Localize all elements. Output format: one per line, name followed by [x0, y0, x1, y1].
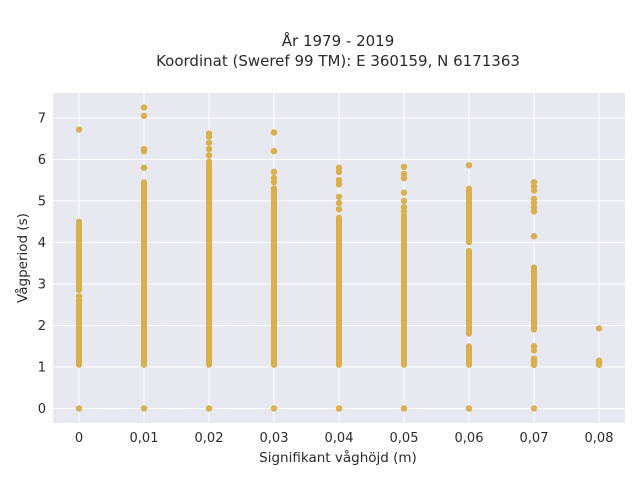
- data-point: [335, 199, 343, 207]
- data-point: [400, 170, 408, 178]
- data-point: [400, 197, 408, 205]
- point-cluster: [466, 185, 472, 246]
- x-tick-label: 0,04: [325, 431, 354, 446]
- data-point: [465, 162, 473, 169]
- x-tick-label: 0,02: [195, 431, 224, 446]
- point-column: [205, 130, 213, 412]
- data-point: [530, 179, 538, 186]
- data-point: [400, 163, 408, 171]
- data-point: [140, 164, 148, 171]
- point-cluster: [271, 185, 277, 368]
- data-point: [335, 164, 343, 171]
- data-point: [205, 152, 213, 159]
- point-column: [270, 129, 278, 412]
- data-point: [400, 405, 408, 412]
- point-cluster: [531, 264, 537, 333]
- point-column: [530, 179, 538, 412]
- point-column: [400, 163, 408, 412]
- x-tick-label: 0,05: [390, 431, 419, 446]
- data-point: [335, 405, 343, 412]
- data-point: [75, 126, 83, 133]
- data-point: [140, 112, 148, 120]
- data-point: [595, 325, 603, 332]
- point-cluster: [466, 343, 472, 368]
- data-point: [530, 405, 538, 412]
- x-tick-label: 0: [75, 431, 83, 446]
- x-tick-label: 0,07: [520, 431, 549, 446]
- data-point: [270, 147, 278, 155]
- data-point: [465, 405, 473, 412]
- data-point: [530, 355, 538, 362]
- y-tick-label: 1: [38, 360, 46, 375]
- data-point: [75, 293, 83, 300]
- y-tick-label: 0: [38, 402, 46, 417]
- point-cluster: [206, 158, 212, 368]
- data-point: [400, 203, 408, 211]
- point-cluster: [76, 218, 82, 294]
- data-point: [595, 357, 603, 364]
- data-point: [140, 405, 148, 412]
- data-point: [530, 343, 538, 350]
- data-point: [335, 176, 343, 184]
- y-tick-label: 7: [38, 111, 46, 126]
- data-point: [270, 129, 278, 136]
- point-cluster: [76, 299, 82, 368]
- data-point: [205, 145, 213, 153]
- point-cluster: [401, 212, 407, 368]
- y-axis-title: Vågperiod (s): [14, 213, 31, 303]
- data-point: [530, 233, 538, 240]
- y-tick-label: 3: [38, 277, 46, 292]
- point-column: [75, 126, 83, 412]
- x-tick-label: 0,08: [585, 431, 614, 446]
- data-point: [270, 405, 278, 412]
- y-tick-label: 6: [38, 153, 46, 168]
- y-tick-label: 4: [38, 236, 46, 251]
- point-column: [140, 104, 148, 412]
- point-column: [465, 162, 473, 412]
- data-point: [205, 139, 213, 147]
- data-point: [205, 130, 213, 137]
- data-point: [530, 195, 538, 203]
- point-cluster: [141, 179, 147, 368]
- plot-area: 0 0,01 0,02 0,03 0,04 0,05 0,06 0,07 0,08 0 1 2 3 4 5 6…: [38, 93, 625, 446]
- data-points: [75, 104, 603, 412]
- data-point: [205, 405, 213, 412]
- data-point: [140, 104, 148, 111]
- data-point: [335, 193, 343, 200]
- data-point: [335, 206, 343, 213]
- x-tick-label: 0,03: [260, 431, 289, 446]
- x-tick-label: 0,01: [130, 431, 159, 446]
- point-cluster: [336, 214, 342, 368]
- y-tick-label: 5: [38, 194, 46, 209]
- x-axis-title: Signifikant våghöjd (m): [259, 449, 417, 466]
- point-cluster: [466, 247, 472, 337]
- point-column: [335, 164, 343, 412]
- data-point: [270, 174, 278, 182]
- chart-title-line-2: Koordinat (Sweref 99 TM): E 360159, N 61…: [156, 52, 520, 70]
- y-tick-label: 2: [38, 319, 46, 334]
- data-point: [400, 189, 408, 196]
- chart-title-line-1: År 1979 - 2019: [282, 31, 395, 50]
- data-point: [75, 405, 83, 412]
- data-point: [270, 168, 278, 176]
- point-column: [595, 325, 603, 369]
- data-point: [140, 145, 148, 153]
- x-tick-label: 0,06: [455, 431, 484, 446]
